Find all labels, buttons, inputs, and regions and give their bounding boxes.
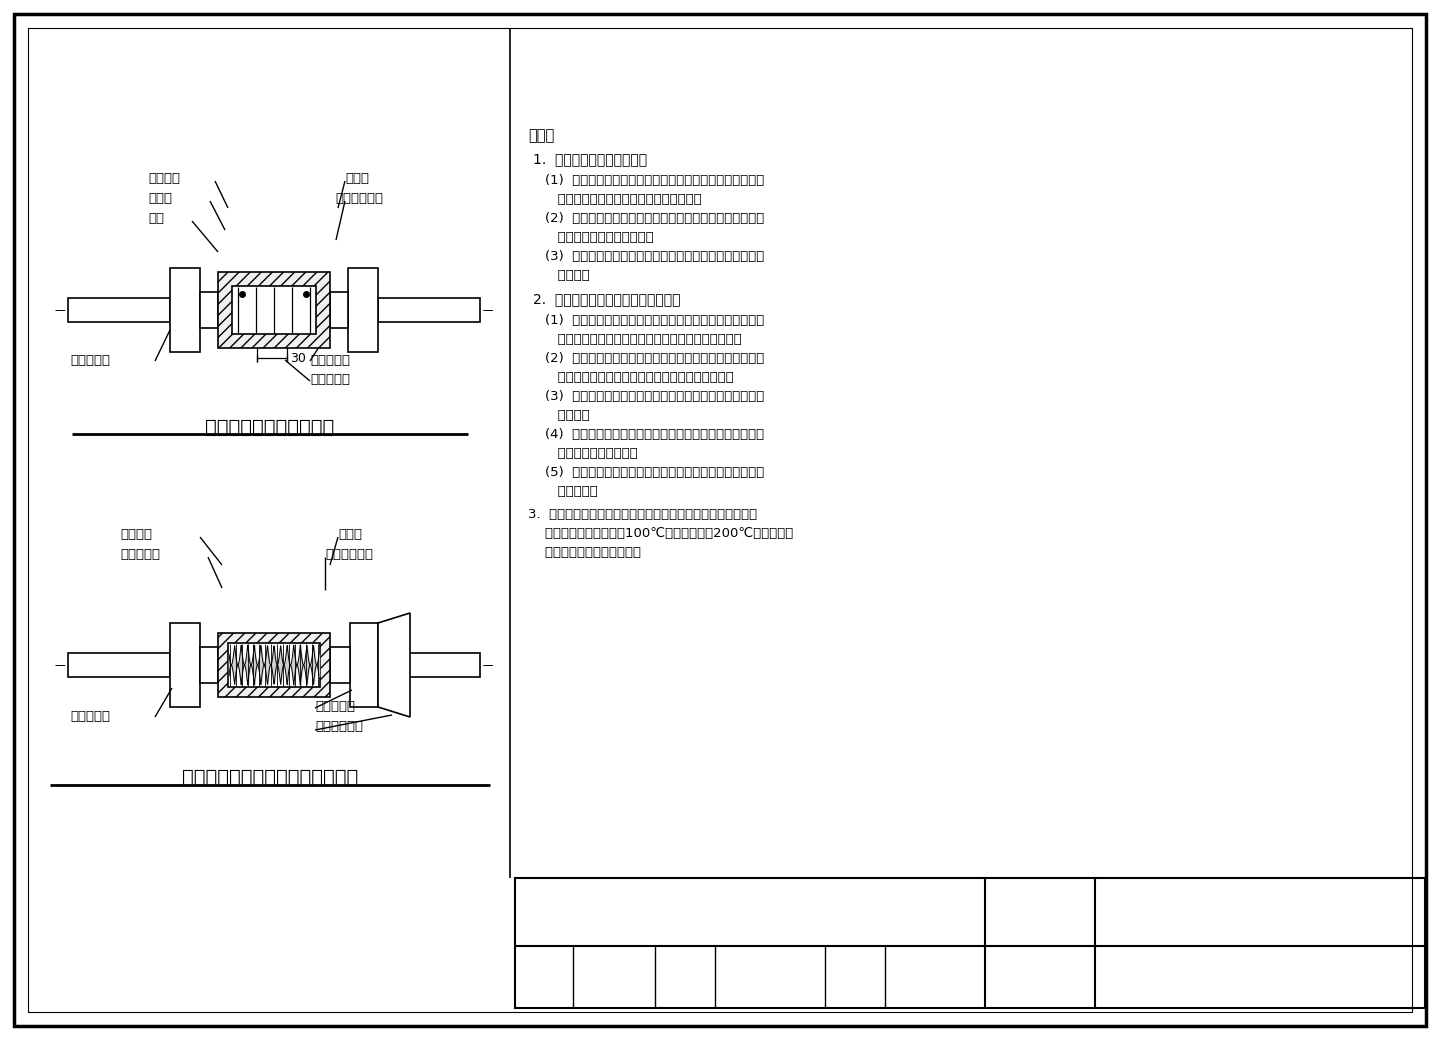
Text: 太阳能集热器卡箍式连接: 太阳能集热器卡箍式连接 [206,418,334,437]
Text: (2)  太阳能集热器之间、太阳能集热器与阀门及金属管材之: (2) 太阳能集热器之间、太阳能集热器与阀门及金属管材之 [528,212,765,225]
Text: 玩式: 玩式 [945,954,960,967]
Text: 太阳能集热器金属波纹管螺纹连接: 太阳能集热器金属波纹管螺纹连接 [181,768,359,787]
Text: (3)  太阳能集热器的连接管件应由太阳能集热器生产企业配: (3) 太阳能集热器的连接管件应由太阳能集热器生产企业配 [528,390,765,402]
Text: (1)  卡箍式连接适用于太阳能集热器的进、出口为直铜管的: (1) 卡箍式连接适用于太阳能集热器的进、出口为直铜管的 [528,174,765,187]
Bar [200,292,217,328]
Text: 螺纹密封接头: 螺纹密封接头 [315,720,363,733]
Text: 直铜管接头: 直铜管接头 [310,373,350,386]
Text: 材料耐温：开式系统＞100℃；闭式系统＞200℃。保温材料: 材料耐温：开式系统＞100℃；闭式系统＞200℃。保温材料 [528,527,793,540]
Text: (2)  太阳能集热器之间采用金属波纹管螺纹连接。太阳能集: (2) 太阳能集热器之间采用金属波纹管螺纹连接。太阳能集 [528,352,765,365]
Text: 说明：: 说明： [528,128,554,142]
Text: 校对: 校对 [658,954,672,967]
Bar [330,647,350,683]
Bar [217,272,330,348]
Text: 页: 页 [1009,956,1018,970]
Text: 保护层: 保护层 [346,172,369,185]
Text: 集热器入口: 集热器入口 [310,354,350,367]
Bar [200,647,217,683]
Bar [377,653,480,677]
Text: 金属波纹管: 金属波纹管 [120,548,160,561]
Bar [232,286,315,334]
Text: 硅胶管: 硅胶管 [148,192,171,205]
Text: 保温材料: 保温材料 [148,172,180,185]
Text: 15S128: 15S128 [1115,892,1191,910]
Text: 张昝: 张昝 [770,954,788,967]
Text: 纹密封接头的无压、承压太阳能集热器之间的连接。: 纹密封接头的无压、承压太阳能集热器之间的连接。 [528,333,742,346]
Bar [377,298,480,322]
Text: 保护层: 保护层 [338,528,361,541]
Text: 金属波纹管螺纹连接示意图: 金属波纹管螺纹连接示意图 [690,916,809,934]
Text: 器的安装。: 器的安装。 [528,485,598,498]
Bar [170,268,200,352]
Text: 热器与阀门及金属管材之间的连接采用螺纹连接。: 热器与阀门及金属管材之间的连接采用螺纹连接。 [528,371,734,384]
Text: 54: 54 [1130,954,1155,972]
Bar [170,623,200,707]
Text: 间的连接采用卡箍式连接。: 间的连接采用卡箍式连接。 [528,231,654,244]
Bar [330,292,348,328]
Text: 集热器出口: 集热器出口 [71,710,109,723]
Text: (4)  金属波纹管连接为柔性连接，对太阳能集热器定位精度: (4) 金属波纹管连接为柔性连接，对太阳能集热器定位精度 [528,428,765,441]
Text: 30: 30 [289,352,305,364]
Text: 2.  太阳能集热器金属波纹管螺纹连接: 2. 太阳能集热器金属波纹管螺纹连接 [533,292,681,306]
Text: 套提供。: 套提供。 [528,269,590,282]
Bar [516,878,1426,1008]
Text: 保温材料: 保温材料 [120,528,153,541]
Text: 卡箍: 卡箍 [148,212,164,225]
Bar [68,653,170,677]
Text: 1.  太阳能集热器卡箍式连接: 1. 太阳能集热器卡箍式连接 [533,152,647,166]
Text: 集热器出口: 集热器出口 [71,354,109,367]
Bar [350,623,377,707]
Text: 王岩松: 王岩松 [890,954,914,967]
Text: 太阳能集热器: 太阳能集热器 [325,548,373,561]
Bar [348,268,377,352]
Text: 审核: 审核 [520,954,536,967]
Text: 集热器入口: 集热器入口 [315,700,356,713]
Text: 图集号: 图集号 [994,896,1018,910]
Bar [217,633,330,697]
Bar [68,298,170,322]
Text: (3)  太阳能集热器的连接管件应由太阳能集热器生产企业配: (3) 太阳能集热器的连接管件应由太阳能集热器生产企业配 [528,250,765,263]
Text: 设计: 设计 [828,954,842,967]
Text: 张哲: 张哲 [720,954,736,967]
Polygon shape [377,613,410,717]
Text: (1)  金属波纹管螺纹连接适用于太阳能集热器进、出口为螺: (1) 金属波纹管螺纹连接适用于太阳能集热器进、出口为螺 [528,314,765,327]
Text: 太阳能集热器: 太阳能集热器 [336,192,383,205]
Text: (5)  金属波纹管易变形，不适用于有泄空要求的太阳能集热: (5) 金属波纹管易变形，不适用于有泄空要求的太阳能集热 [528,466,765,479]
Text: 要求不高，施工方便。: 要求不高，施工方便。 [528,447,638,460]
Text: 3.  太阳能集热器之间的连接管及集热循环管路均需保温。保温: 3. 太阳能集热器之间的连接管及集热循环管路均需保温。保温 [528,508,757,521]
Text: 套提供。: 套提供。 [528,409,590,422]
Text: 的材质及厚度由设计确定。: 的材质及厚度由设计确定。 [528,546,641,560]
Text: 太阳能集热器卡箍式连接和: 太阳能集热器卡箍式连接和 [690,890,809,908]
Text: 无压直接加热太阳能集热器之间的连接。: 无压直接加热太阳能集热器之间的连接。 [528,193,701,206]
Bar [228,643,320,687]
Text: 贾苇: 贾苇 [580,954,596,967]
